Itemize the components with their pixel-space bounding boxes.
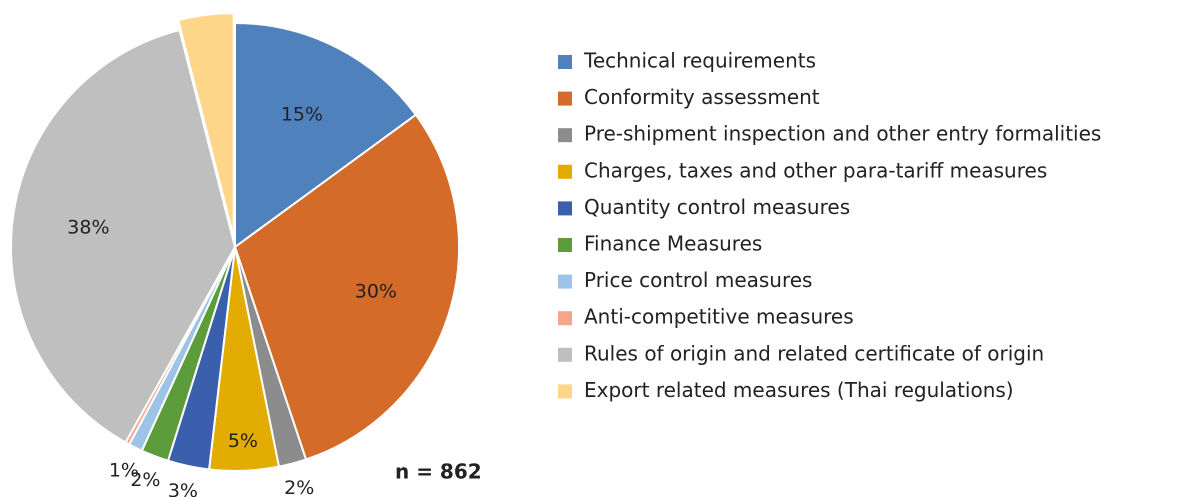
legend-swatch xyxy=(558,201,572,216)
legend-swatch xyxy=(558,164,572,179)
legend-swatch xyxy=(558,238,572,252)
legend-label: Export related measures (Thai regulation… xyxy=(584,378,1014,402)
data-label: 5% xyxy=(228,430,258,452)
legend-label: Technical requirements xyxy=(583,49,816,73)
data-label: 38% xyxy=(67,216,109,238)
legend-swatch xyxy=(558,128,572,143)
legend-label: Charges, taxes and other para-tariff mea… xyxy=(584,158,1047,182)
data-label: 2% xyxy=(284,477,314,497)
legend-label: Rules of origin and related certificate … xyxy=(584,341,1044,365)
data-label: 30% xyxy=(355,280,397,302)
legend-swatch xyxy=(558,55,572,69)
legend-label: Conformity assessment xyxy=(584,85,820,109)
legend-swatch xyxy=(558,91,572,106)
legend-label: Anti-competitive measures xyxy=(584,305,854,329)
annotation: n = 862 xyxy=(395,460,482,484)
pie-slice xyxy=(176,12,235,238)
data-label: 1% xyxy=(109,459,139,481)
legend-label: Pre-shipment inspection and other entry … xyxy=(584,122,1101,146)
legend-label: Price control measures xyxy=(584,268,812,292)
data-label: 2% xyxy=(130,469,160,491)
pie-slice xyxy=(10,28,237,444)
legend-swatch xyxy=(558,384,572,399)
data-label: 3% xyxy=(168,480,198,497)
legend-label: Quantity control measures xyxy=(584,195,850,219)
pie-slice xyxy=(233,113,460,461)
legend-swatch xyxy=(558,311,572,326)
legend-swatch xyxy=(558,274,572,289)
data-label: 15% xyxy=(281,104,323,126)
legend-swatch xyxy=(558,347,572,362)
pie-slice xyxy=(234,21,418,249)
legend-label: Finance Measures xyxy=(584,232,762,256)
